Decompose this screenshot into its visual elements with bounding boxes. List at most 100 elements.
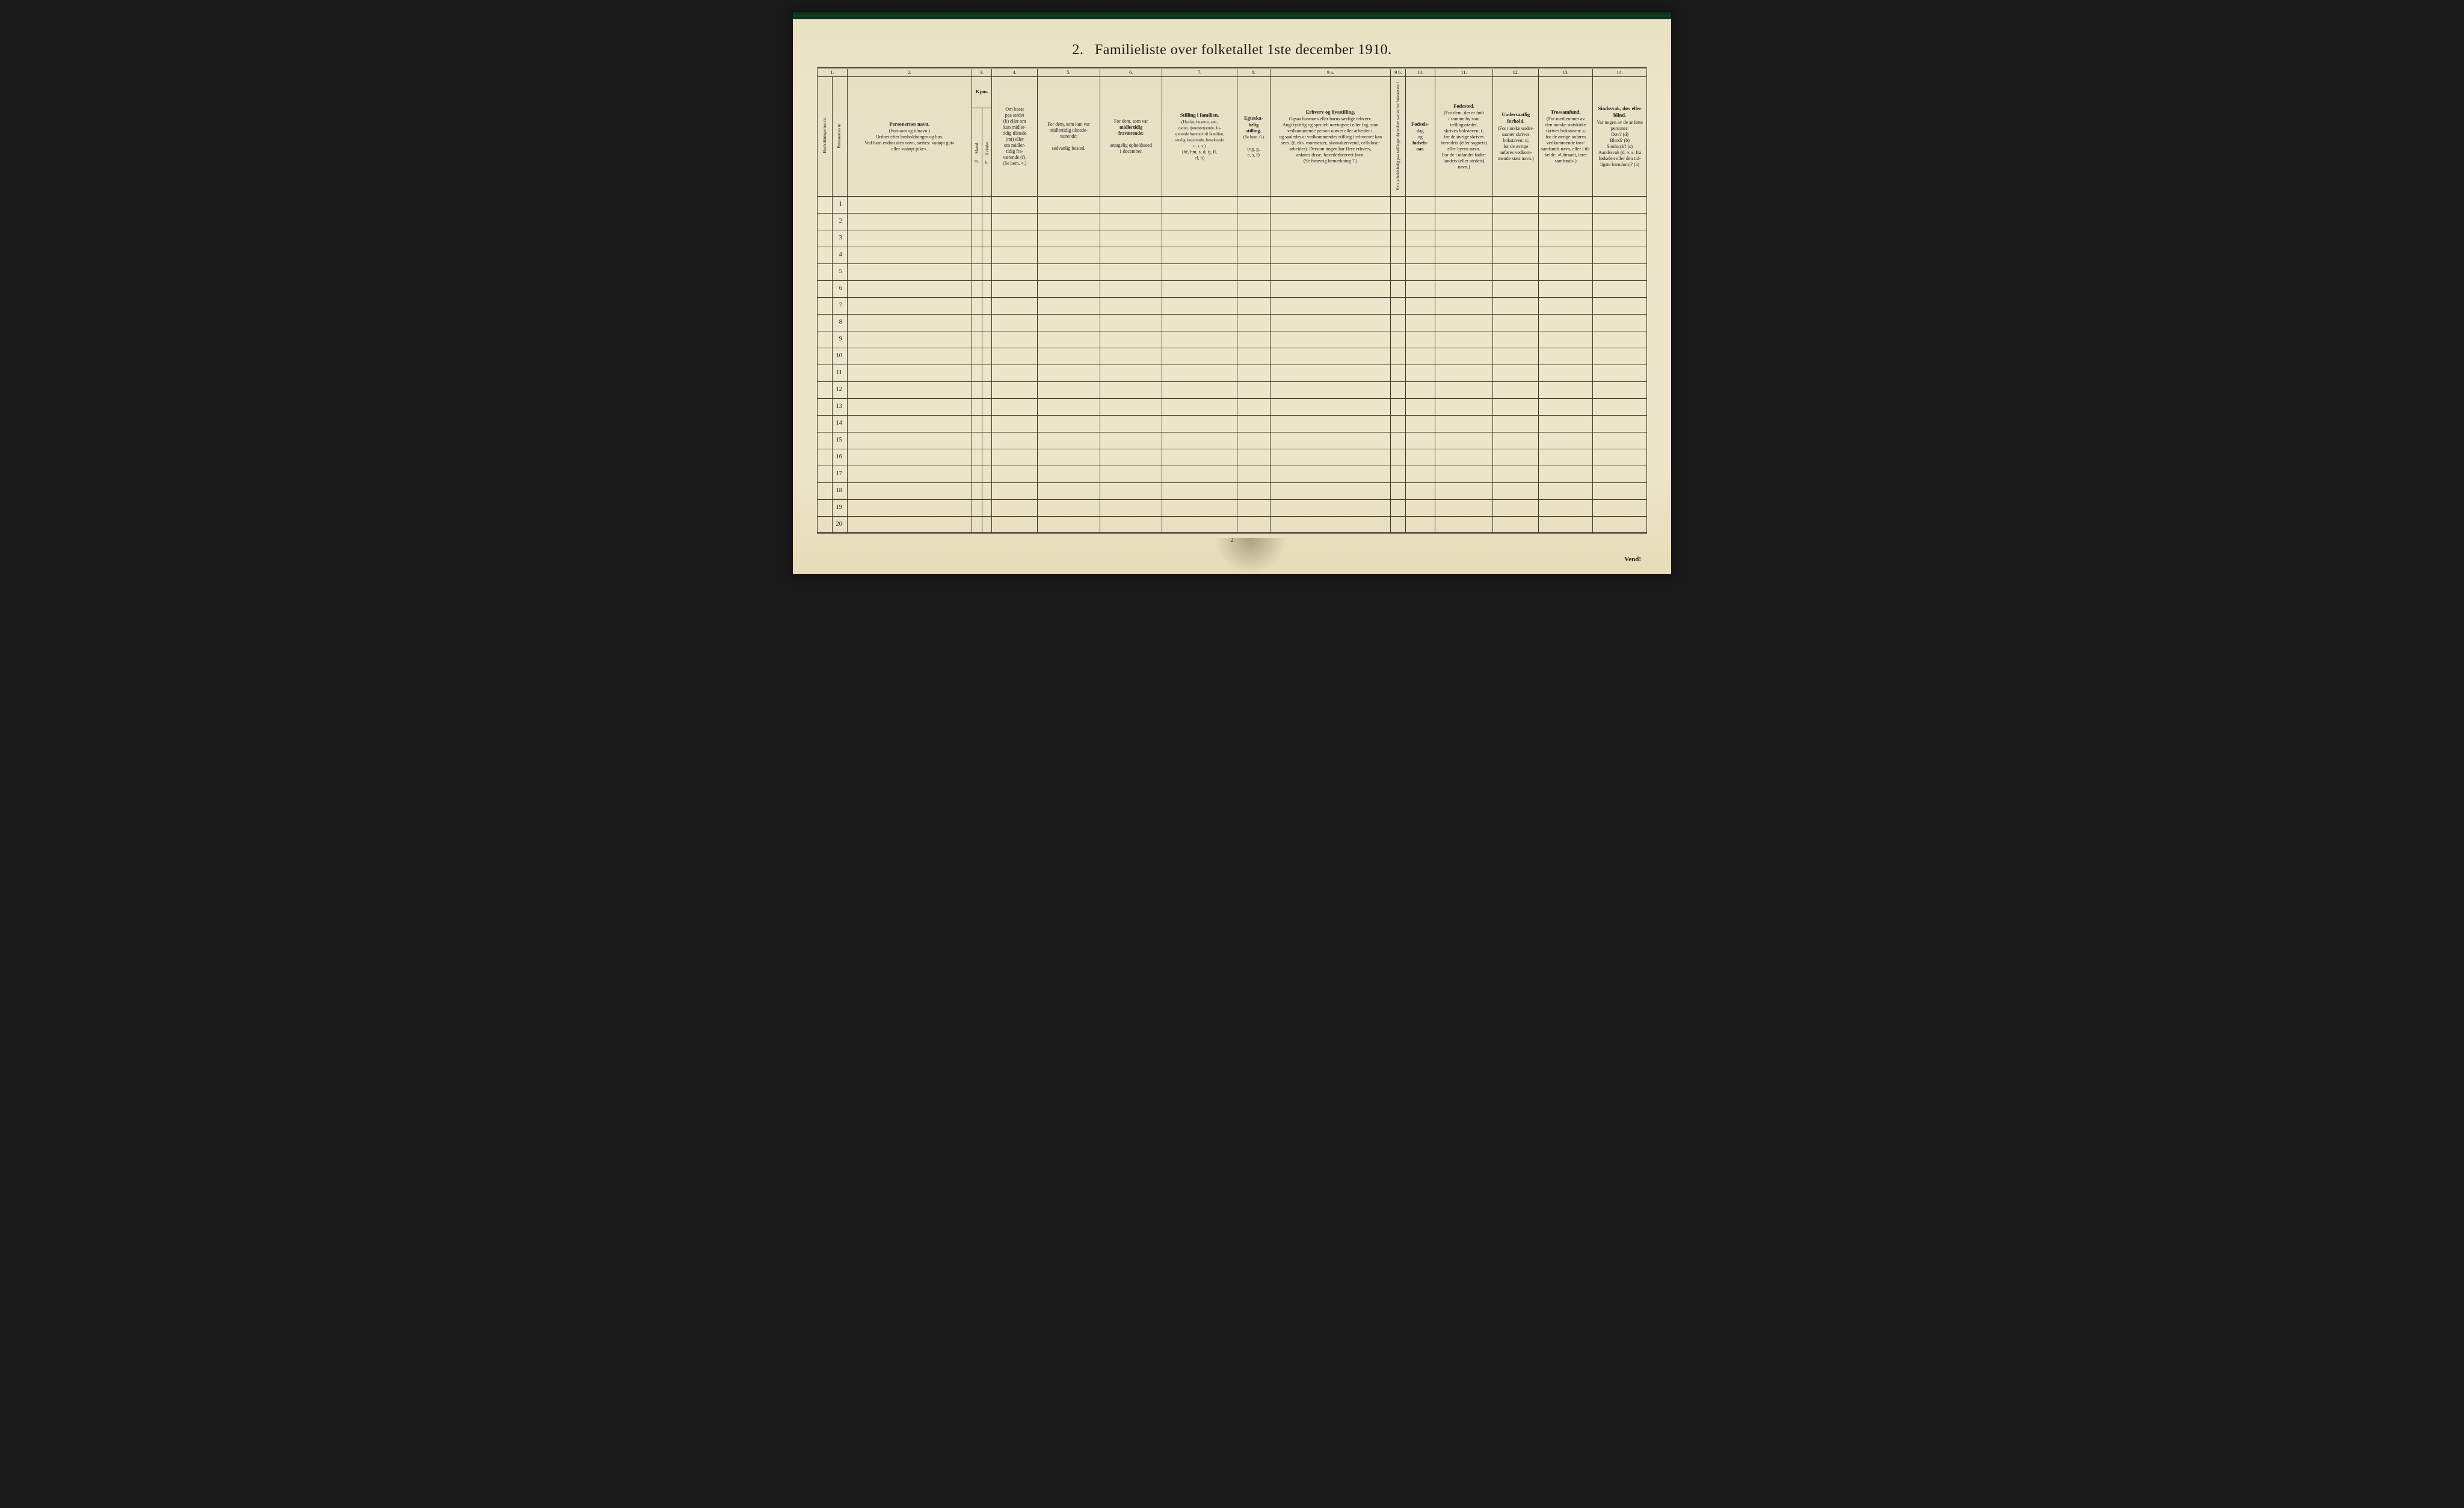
h-col3-top: Kjøn.	[972, 77, 991, 108]
cell	[972, 381, 982, 398]
cell	[1493, 516, 1539, 533]
cell	[1391, 247, 1406, 263]
cell	[1406, 381, 1435, 398]
cell: 7	[832, 297, 847, 314]
cell	[1270, 398, 1391, 415]
cell	[992, 230, 1038, 247]
cell	[1539, 348, 1593, 365]
cell	[1100, 449, 1162, 466]
h-col9b: Hvis arbeidsledig paa tællingstidspunkte…	[1391, 77, 1406, 197]
cell	[972, 331, 982, 348]
cell	[847, 331, 972, 348]
cell	[1270, 466, 1391, 482]
cell: 2	[832, 213, 847, 230]
cell	[1100, 365, 1162, 381]
cell	[972, 280, 982, 297]
cell	[1539, 466, 1593, 482]
cell	[1539, 499, 1593, 516]
cell	[1237, 247, 1270, 263]
cell: 12	[832, 381, 847, 398]
cell	[982, 348, 992, 365]
cell	[847, 499, 972, 516]
cell	[1493, 348, 1539, 365]
cell	[982, 398, 992, 415]
cell: 9	[832, 331, 847, 348]
cell	[1435, 263, 1493, 280]
cell	[1493, 449, 1539, 466]
cell	[982, 482, 992, 499]
cell	[1038, 331, 1100, 348]
table-row: 17	[818, 466, 1647, 482]
cell	[1162, 196, 1237, 213]
cell	[1391, 280, 1406, 297]
h-col4: Om bosat paa stedet (b) eller om kun mid…	[992, 77, 1038, 197]
cell	[1435, 331, 1493, 348]
table-row: 20	[818, 516, 1647, 533]
h-col13: Trossamfund. (For medlemmer av den norsk…	[1539, 77, 1593, 197]
cell	[992, 196, 1038, 213]
cell	[1237, 415, 1270, 432]
cell	[982, 280, 992, 297]
table-row: 1	[818, 196, 1647, 213]
cell	[1391, 516, 1406, 533]
cell	[847, 398, 972, 415]
cell	[847, 280, 972, 297]
cell	[847, 482, 972, 499]
h-col14: Sindssvak, døv eller blind. Var nogen av…	[1593, 77, 1647, 197]
cell	[1406, 213, 1435, 230]
cell	[1435, 415, 1493, 432]
cell	[1493, 263, 1539, 280]
cell	[1493, 365, 1539, 381]
cell	[1162, 482, 1237, 499]
cell	[1162, 348, 1237, 365]
cell	[1270, 381, 1391, 398]
cell	[982, 415, 992, 432]
cell	[1539, 415, 1593, 432]
cell	[1162, 331, 1237, 348]
cell	[1593, 297, 1647, 314]
cell	[1038, 314, 1100, 331]
cell	[1100, 482, 1162, 499]
cell	[1038, 482, 1100, 499]
cell	[1237, 263, 1270, 280]
cell	[1162, 297, 1237, 314]
cell	[992, 247, 1038, 263]
cell	[1100, 247, 1162, 263]
cell	[972, 314, 982, 331]
cell	[818, 449, 833, 466]
title-text: Familieliste over folketallet 1ste decem…	[1095, 42, 1392, 58]
cell	[1406, 499, 1435, 516]
cell	[1162, 365, 1237, 381]
cell	[1162, 314, 1237, 331]
cell	[1593, 432, 1647, 449]
colnum-6: 6.	[1100, 69, 1162, 77]
cell	[1237, 331, 1270, 348]
cell	[1406, 297, 1435, 314]
colnum-13: 13.	[1539, 69, 1593, 77]
cell	[1593, 230, 1647, 247]
colnum-14: 14.	[1593, 69, 1647, 77]
cell	[1270, 432, 1391, 449]
cell	[1270, 365, 1391, 381]
cell: 6	[832, 280, 847, 297]
cell	[982, 263, 992, 280]
cell	[1391, 432, 1406, 449]
cell: 11	[832, 365, 847, 381]
cell: 3	[832, 230, 847, 247]
cell	[1162, 398, 1237, 415]
cell	[1539, 331, 1593, 348]
cell	[1237, 482, 1270, 499]
cell	[818, 263, 833, 280]
cell	[1406, 432, 1435, 449]
cell	[1593, 516, 1647, 533]
cell	[1493, 415, 1539, 432]
cell	[1539, 482, 1593, 499]
cell	[972, 263, 982, 280]
document-page: 2. Familieliste over folketallet 1ste de…	[793, 12, 1671, 574]
cell	[992, 449, 1038, 466]
cell	[1391, 297, 1406, 314]
cell	[1435, 247, 1493, 263]
cell	[1435, 499, 1493, 516]
cell	[1391, 482, 1406, 499]
cell	[818, 196, 833, 213]
